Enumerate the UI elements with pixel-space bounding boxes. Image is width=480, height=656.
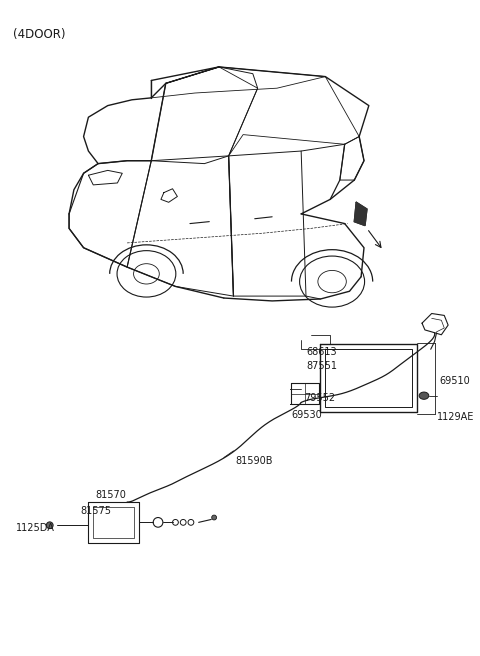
Text: 69530: 69530	[291, 410, 322, 420]
Polygon shape	[354, 202, 367, 226]
Text: 68613: 68613	[306, 347, 336, 358]
Text: 87551: 87551	[306, 361, 337, 371]
Ellipse shape	[419, 392, 429, 400]
Text: 81575: 81575	[81, 506, 112, 516]
Ellipse shape	[47, 522, 53, 529]
Text: 69510: 69510	[439, 377, 470, 386]
Text: 1129AE: 1129AE	[436, 412, 474, 422]
Text: 81570: 81570	[95, 491, 126, 501]
Text: 1125DA: 1125DA	[16, 523, 55, 533]
Text: 79552: 79552	[304, 393, 335, 403]
Ellipse shape	[212, 515, 216, 520]
Text: 81590B: 81590B	[235, 456, 273, 466]
Text: (4DOOR): (4DOOR)	[13, 28, 65, 41]
